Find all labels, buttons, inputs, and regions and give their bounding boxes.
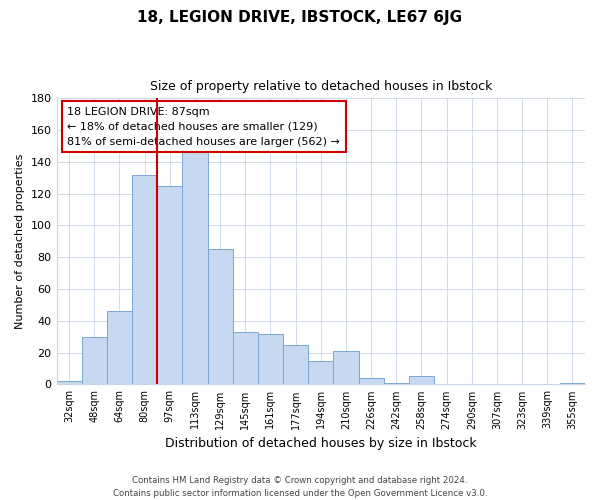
Bar [359,378,383,384]
Bar [233,332,258,384]
Bar [560,383,585,384]
Bar [208,250,233,384]
Bar [82,336,107,384]
X-axis label: Distribution of detached houses by size in Ibstock: Distribution of detached houses by size … [165,437,476,450]
Text: Contains HM Land Registry data © Crown copyright and database right 2024.
Contai: Contains HM Land Registry data © Crown c… [113,476,487,498]
Bar [409,376,434,384]
Y-axis label: Number of detached properties: Number of detached properties [15,154,25,329]
Text: 18, LEGION DRIVE, IBSTOCK, LE67 6JG: 18, LEGION DRIVE, IBSTOCK, LE67 6JG [137,10,463,25]
Bar [132,174,157,384]
Bar [383,383,409,384]
Title: Size of property relative to detached houses in Ibstock: Size of property relative to detached ho… [149,80,492,93]
Bar [308,360,334,384]
Bar [182,149,208,384]
Bar [157,186,182,384]
Bar [283,344,308,385]
Bar [107,312,132,384]
Bar [258,334,283,384]
Bar [334,351,359,384]
Text: 18 LEGION DRIVE: 87sqm
← 18% of detached houses are smaller (129)
81% of semi-de: 18 LEGION DRIVE: 87sqm ← 18% of detached… [67,107,340,146]
Bar [56,382,82,384]
